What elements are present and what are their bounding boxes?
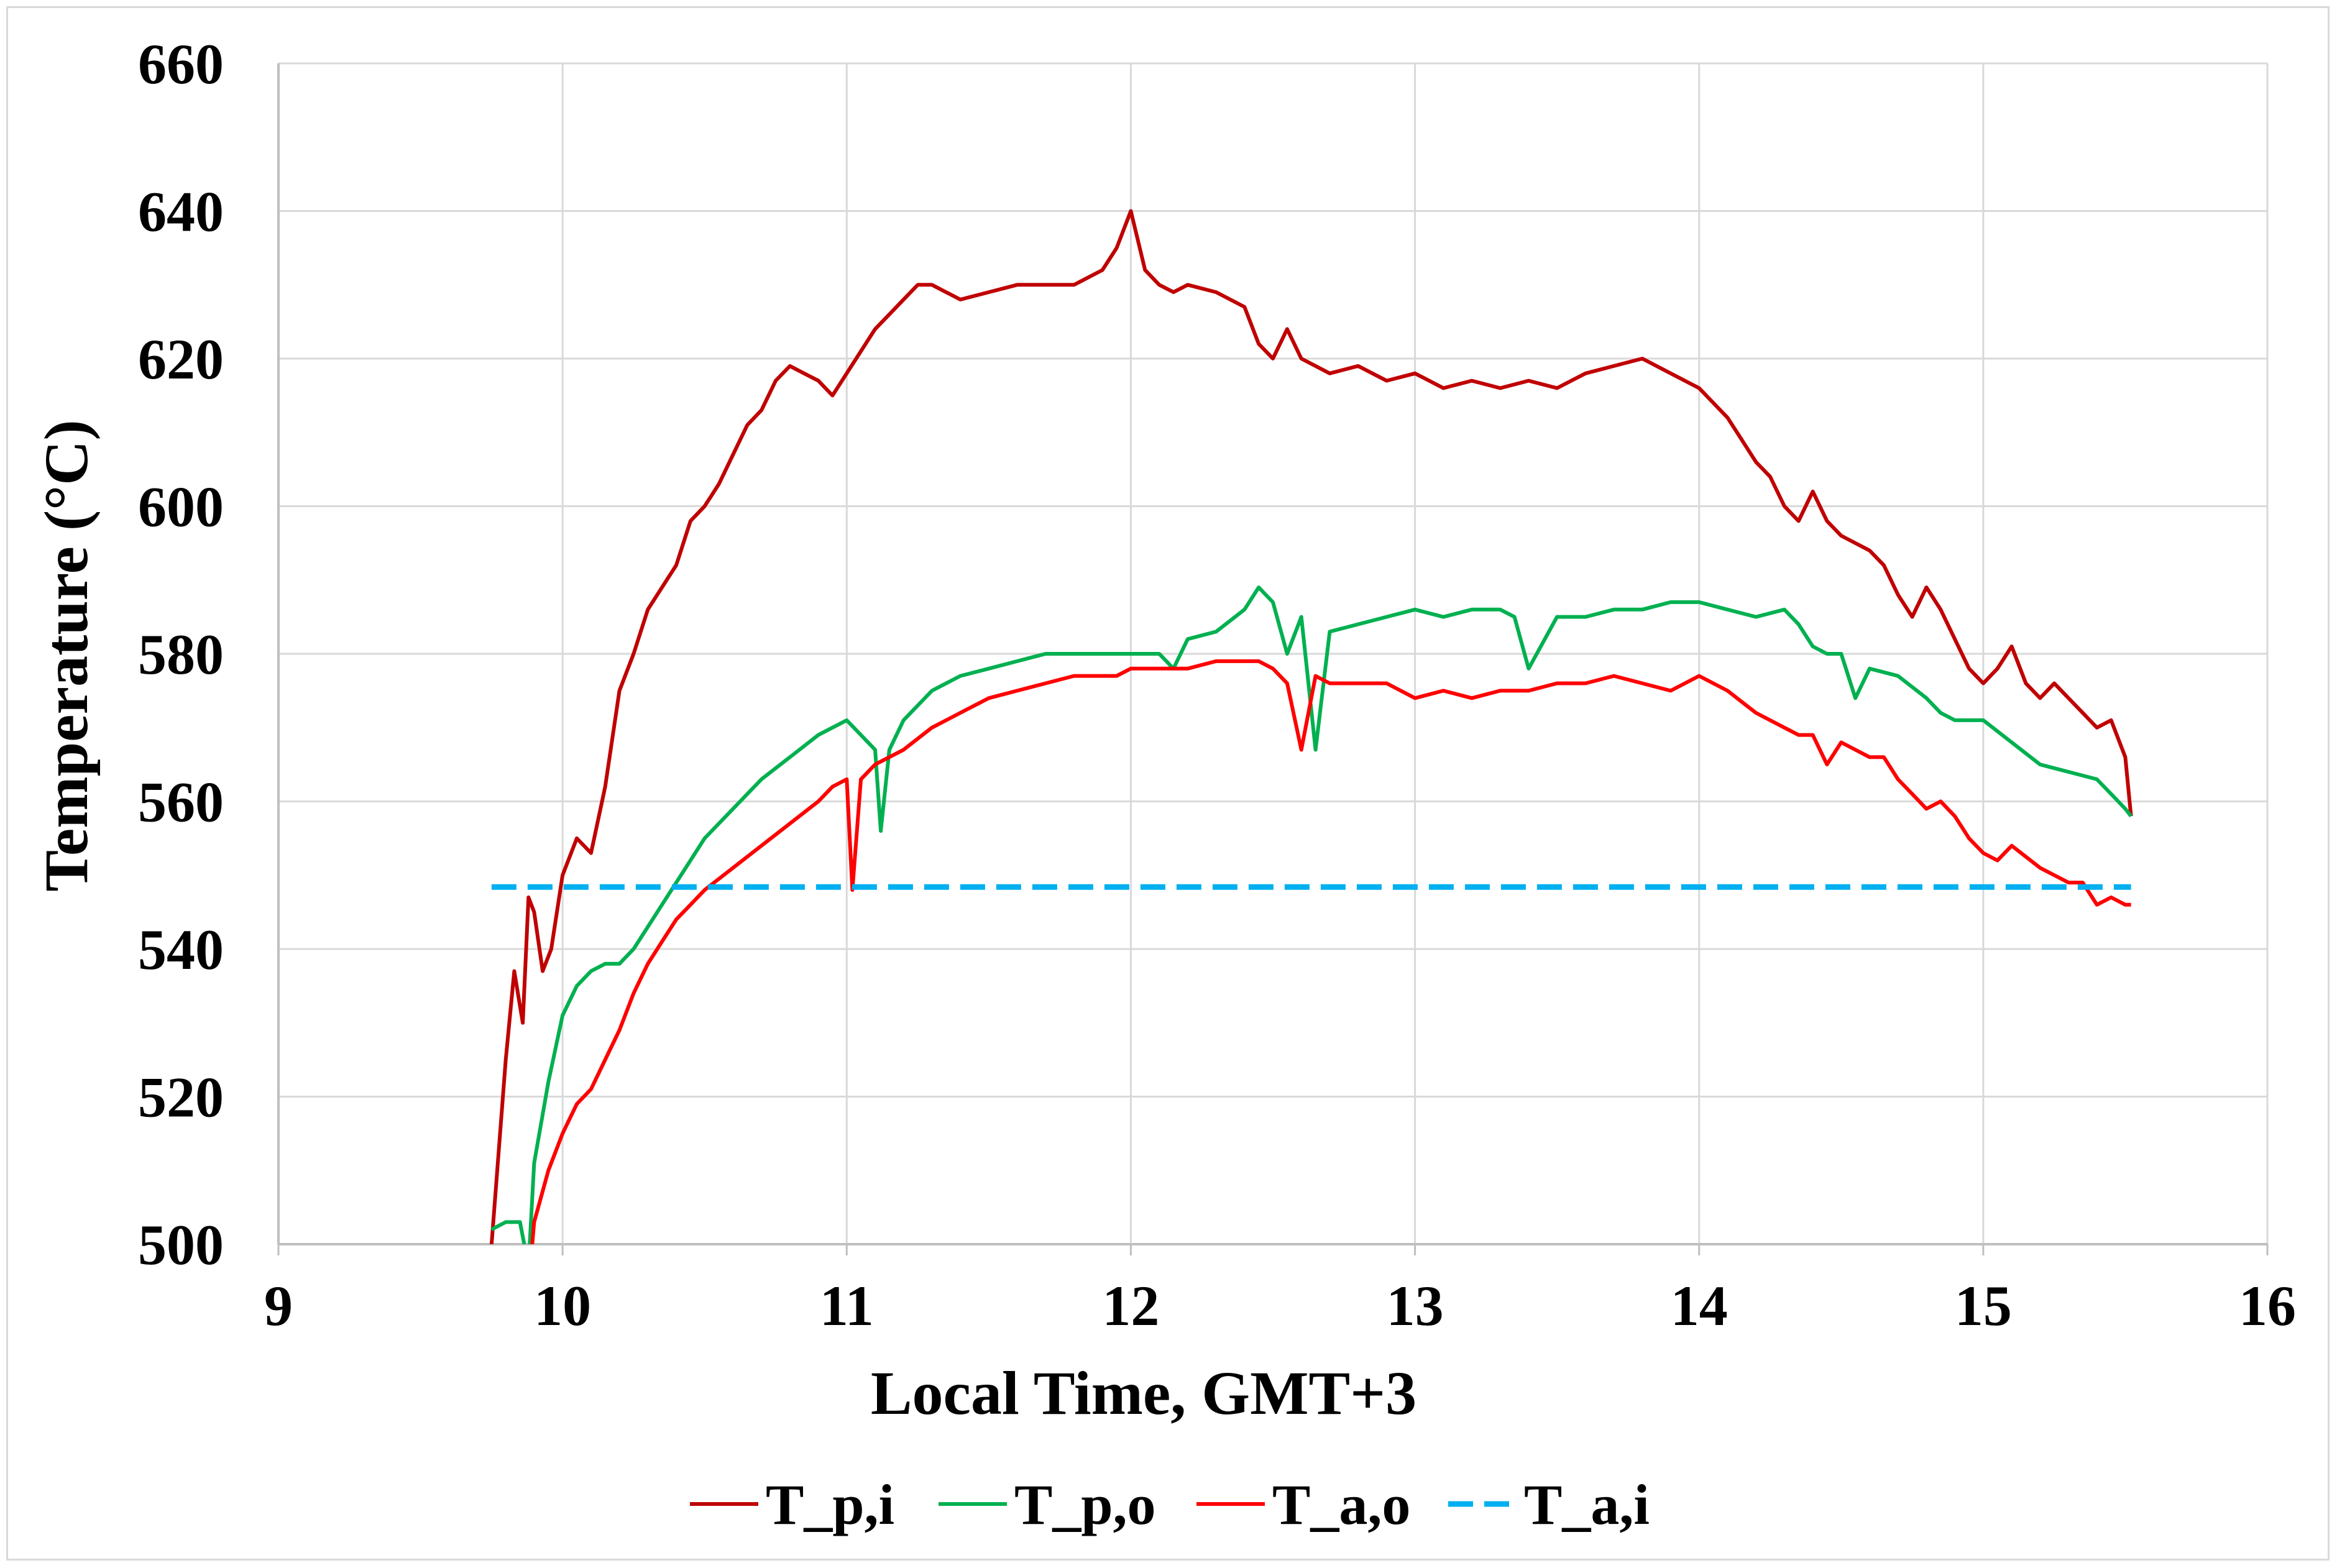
legend-label-1: T_p,o: [1014, 1473, 1156, 1536]
x-tick-label-16: 16: [2239, 1274, 2296, 1337]
y-tick-label-620: 620: [138, 328, 224, 391]
y-tick-label-520: 520: [138, 1066, 224, 1129]
y-tick-label-640: 640: [138, 180, 224, 244]
legend-label-3: T_a,i: [1524, 1473, 1650, 1536]
x-tick-label-10: 10: [534, 1274, 591, 1337]
y-tick-label-600: 600: [138, 475, 224, 539]
x-tick-label-15: 15: [1955, 1274, 2012, 1337]
y-axis-label: Temperature (°C): [32, 420, 101, 891]
x-tick-label-14: 14: [1671, 1274, 1728, 1337]
y-tick-label-560: 560: [138, 771, 224, 834]
x-tick-label-13: 13: [1387, 1274, 1444, 1337]
x-tick-label-12: 12: [1102, 1274, 1159, 1337]
y-tick-label-580: 580: [138, 623, 224, 686]
chart-frame: [6, 6, 2330, 1561]
legend-label-2: T_a,o: [1272, 1473, 1410, 1536]
series-line-2: [530, 659, 2131, 1244]
y-tick-label-500: 500: [138, 1213, 224, 1277]
x-axis-label: Local Time, GMT+3: [871, 1359, 1416, 1428]
series-line-0: [489, 209, 2133, 1244]
x-tick-label-11: 11: [820, 1274, 874, 1337]
y-tick-label-540: 540: [138, 918, 224, 981]
x-tick-label-9: 9: [264, 1274, 293, 1337]
series-line-1: [490, 585, 2133, 1244]
y-tick-label-660: 660: [138, 32, 224, 96]
legend-label-0: T_p,i: [766, 1473, 894, 1536]
